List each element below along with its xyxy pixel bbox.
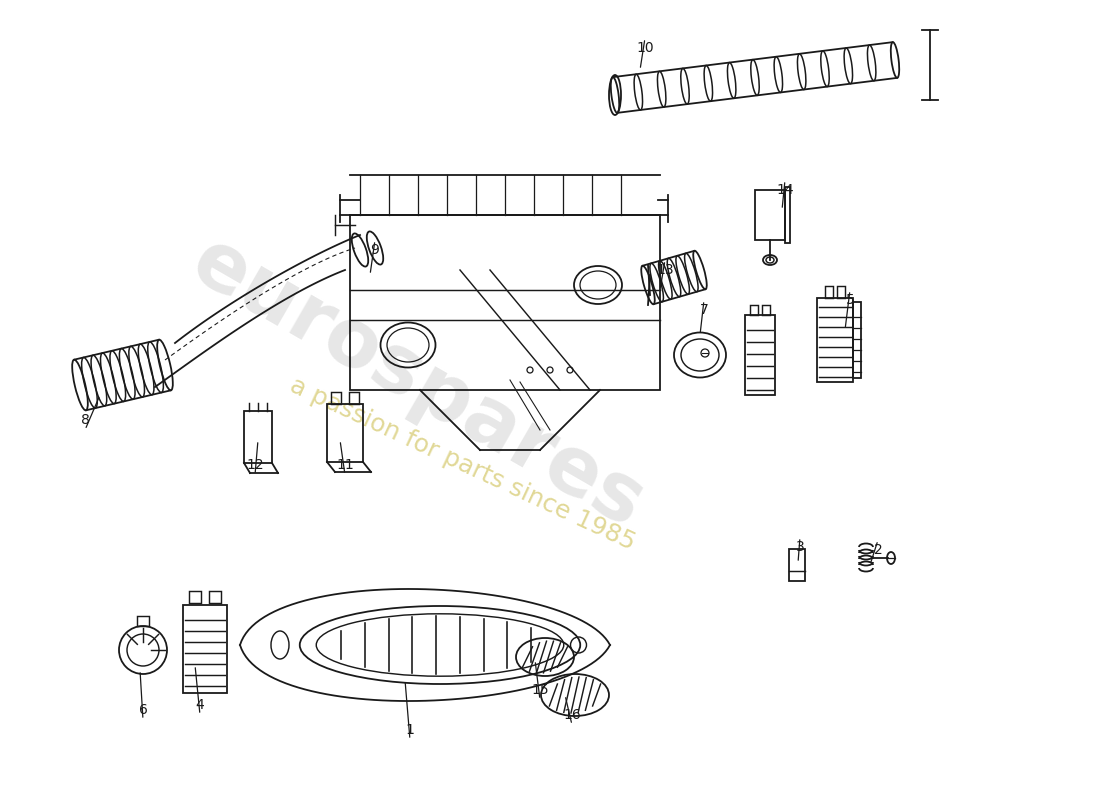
Text: 14: 14 — [777, 183, 794, 197]
Bar — [183, 605, 227, 693]
Bar — [349, 392, 359, 404]
Text: 12: 12 — [246, 458, 264, 472]
Bar — [244, 411, 272, 463]
Text: 16: 16 — [563, 708, 581, 722]
Text: 8: 8 — [80, 413, 89, 427]
Text: 4: 4 — [196, 698, 205, 712]
Text: 6: 6 — [139, 703, 147, 717]
Text: 9: 9 — [371, 243, 380, 257]
Bar — [762, 305, 770, 315]
Text: a passion for parts since 1985: a passion for parts since 1985 — [286, 373, 638, 555]
Text: 3: 3 — [795, 540, 804, 554]
Bar — [852, 302, 861, 378]
Bar — [789, 549, 805, 581]
Bar — [785, 187, 790, 243]
Bar — [138, 616, 148, 626]
Bar — [825, 286, 833, 298]
Bar — [189, 591, 201, 603]
Text: 5: 5 — [846, 293, 855, 307]
Text: 11: 11 — [337, 458, 354, 472]
Bar — [327, 404, 363, 462]
Bar — [817, 298, 852, 382]
Text: 13: 13 — [657, 263, 674, 277]
Text: 10: 10 — [636, 41, 653, 55]
Text: 15: 15 — [531, 683, 549, 697]
Bar — [750, 305, 758, 315]
Text: eurospares: eurospares — [178, 223, 658, 545]
Bar — [209, 591, 221, 603]
Bar — [837, 286, 845, 298]
Text: 2: 2 — [873, 543, 882, 557]
Bar — [350, 215, 660, 390]
Bar — [755, 190, 785, 240]
Bar — [745, 315, 776, 395]
Bar — [331, 392, 341, 404]
Text: 7: 7 — [700, 303, 708, 317]
Text: 1: 1 — [406, 723, 415, 737]
